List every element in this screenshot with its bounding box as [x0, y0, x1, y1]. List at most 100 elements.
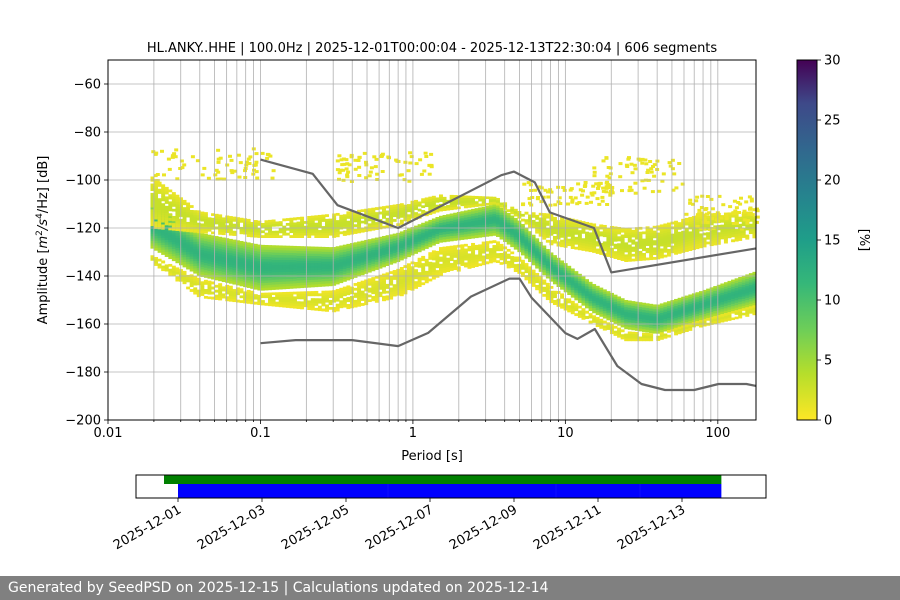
pdf-bin [317, 260, 322, 264]
pdf-bin [260, 266, 265, 270]
pdf-bin-sparse [340, 163, 345, 167]
pdf-bin [271, 245, 276, 249]
pdf-bin [592, 291, 597, 295]
pdf-bin [659, 334, 664, 338]
pdf-bin [257, 220, 262, 224]
pdf-bin [649, 257, 654, 261]
pdf-bin [463, 215, 468, 219]
pdf-bin [353, 295, 358, 298]
pdf-bin [453, 267, 458, 271]
pdf-bin [485, 233, 490, 237]
pdf-bin [642, 338, 646, 342]
pdf-bin [663, 233, 668, 236]
pdf-bin [506, 222, 511, 226]
pdf-bin [474, 213, 479, 216]
pdf-bin [364, 288, 369, 292]
pdf-bin [346, 232, 351, 236]
pdf-bin [652, 242, 657, 246]
pdf-bin [478, 219, 483, 223]
pdf-bin [232, 272, 237, 276]
pdf-bin [652, 309, 657, 312]
pdf-bin [567, 285, 572, 288]
pdf-bin [257, 297, 262, 301]
pdf-bin [588, 284, 593, 288]
pdf-bin [741, 214, 746, 217]
pdf-bin [723, 315, 728, 319]
pdf-bin [574, 239, 579, 243]
pdf-bin [335, 306, 340, 309]
pdf-bin [542, 272, 547, 276]
pdf-bin [638, 328, 643, 332]
pdf-bin [203, 214, 208, 218]
pdf-bin [342, 304, 347, 308]
pdf-bin [581, 278, 586, 282]
pdf-bin [307, 230, 312, 234]
pdf-bin [528, 275, 533, 279]
pdf-bin [317, 298, 322, 302]
pdf-bin [186, 244, 191, 248]
pdf-bin [221, 286, 226, 290]
pdf-bin [317, 308, 322, 312]
pdf-bin [631, 232, 636, 236]
pdf-bin [389, 278, 394, 281]
pdf-bin [385, 246, 390, 250]
pdf-bin [574, 305, 579, 309]
pdf-bin [588, 303, 593, 307]
pdf-bin [175, 230, 180, 234]
pdf-bin [560, 265, 565, 269]
pdf-bin [674, 320, 679, 324]
pdf-bin [709, 213, 714, 216]
pdf-bin [321, 214, 326, 218]
pdf-bin [403, 209, 408, 213]
pdf-bin [268, 285, 272, 288]
pdf-bin [570, 308, 575, 312]
pdf-bin [531, 244, 536, 247]
pdf-bin [681, 245, 686, 249]
pdf-bin [699, 233, 703, 237]
pdf-bin [374, 267, 379, 270]
pdf-bin [599, 323, 604, 327]
pdf-bin [282, 286, 287, 290]
pdf-bin [570, 273, 575, 277]
pdf-bin [300, 282, 305, 286]
pdf-bin [189, 281, 194, 285]
pdf-bin [642, 312, 646, 316]
pdf-bin [317, 281, 322, 285]
pdf-bin [360, 248, 365, 251]
pdf-bin [606, 291, 611, 294]
pdf-bin [385, 290, 390, 294]
pdf-bin [307, 293, 312, 297]
pdf-bin [161, 240, 166, 244]
pdf-bin [713, 296, 718, 299]
pdf-bin [182, 230, 187, 234]
pdf-bin [446, 246, 451, 249]
pdf-bin [592, 300, 597, 304]
pdf-bin-sparse [632, 163, 637, 167]
pdf-bin [506, 236, 511, 240]
pdf-bin [171, 270, 176, 274]
pdf-bin [314, 227, 319, 231]
pdf-bin [389, 256, 394, 260]
pdf-bin [631, 310, 636, 314]
pdf-bin [403, 204, 408, 208]
pdf-bin [406, 270, 411, 274]
pdf-bin [307, 307, 312, 310]
pdf-bin [442, 222, 447, 226]
pdf-bin [656, 242, 661, 245]
pdf-bin [606, 235, 611, 238]
pdf-bin [613, 231, 618, 235]
pdf-bin [449, 263, 454, 266]
pdf-bin [417, 203, 422, 207]
pdf-bin [221, 259, 226, 263]
pdf-bin [406, 219, 411, 223]
pdf-bin [282, 279, 287, 283]
pdf-bin [524, 263, 529, 266]
pdf-bin [317, 230, 322, 233]
pdf-bin [235, 219, 240, 223]
pdf-bin-sparse [265, 156, 270, 160]
pdf-bin [627, 234, 632, 238]
pdf-bin [524, 232, 529, 236]
pdf-bin [296, 275, 301, 279]
pdf-bin [203, 295, 208, 299]
pdf-bin [342, 269, 347, 272]
